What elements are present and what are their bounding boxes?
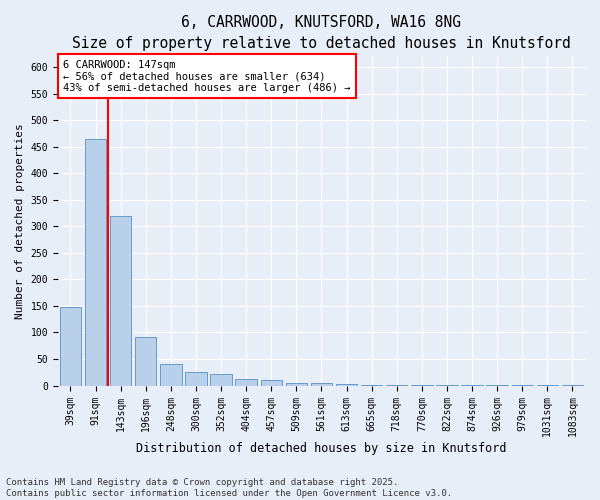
Bar (211, 374, 232, 386)
Bar (487, 385, 508, 386)
Bar (361, 384, 382, 386)
Text: 6 CARRWOOD: 147sqm
← 56% of detached houses are smaller (634)
43% of semi-detach: 6 CARRWOOD: 147sqm ← 56% of detached hou… (63, 60, 350, 93)
Bar (436, 385, 458, 386)
Bar (85, 138, 106, 386)
Bar (336, 384, 357, 386)
X-axis label: Distribution of detached houses by size in Knutsford: Distribution of detached houses by size … (136, 442, 507, 455)
Bar (411, 384, 433, 386)
Bar (160, 364, 182, 386)
Bar (185, 372, 206, 386)
Bar (235, 379, 257, 386)
Text: Contains HM Land Registry data © Crown copyright and database right 2025.
Contai: Contains HM Land Registry data © Crown c… (6, 478, 452, 498)
Bar (536, 385, 558, 386)
Y-axis label: Number of detached properties: Number of detached properties (15, 123, 25, 319)
Bar (512, 385, 533, 386)
Bar (311, 384, 332, 386)
Bar (60, 307, 81, 386)
Bar (135, 336, 157, 386)
Bar (286, 383, 307, 386)
Bar (461, 385, 483, 386)
Bar (562, 385, 583, 386)
Bar (110, 216, 131, 386)
Bar (386, 384, 407, 386)
Title: 6, CARRWOOD, KNUTSFORD, WA16 8NG
Size of property relative to detached houses in: 6, CARRWOOD, KNUTSFORD, WA16 8NG Size of… (72, 15, 571, 51)
Bar (260, 380, 282, 386)
